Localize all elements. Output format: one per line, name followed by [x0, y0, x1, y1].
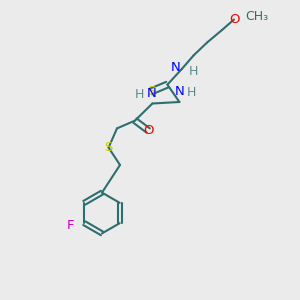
Text: H: H	[187, 86, 196, 99]
Text: F: F	[67, 219, 75, 232]
Text: S: S	[104, 141, 113, 154]
Text: N: N	[147, 87, 157, 100]
Text: O: O	[143, 124, 153, 137]
Text: S: S	[147, 85, 155, 98]
Text: H: H	[189, 64, 198, 78]
Text: N: N	[175, 85, 185, 98]
Text: O: O	[229, 13, 239, 26]
Text: N: N	[171, 61, 181, 74]
Text: CH₃: CH₃	[245, 10, 268, 23]
Text: H: H	[135, 88, 144, 100]
